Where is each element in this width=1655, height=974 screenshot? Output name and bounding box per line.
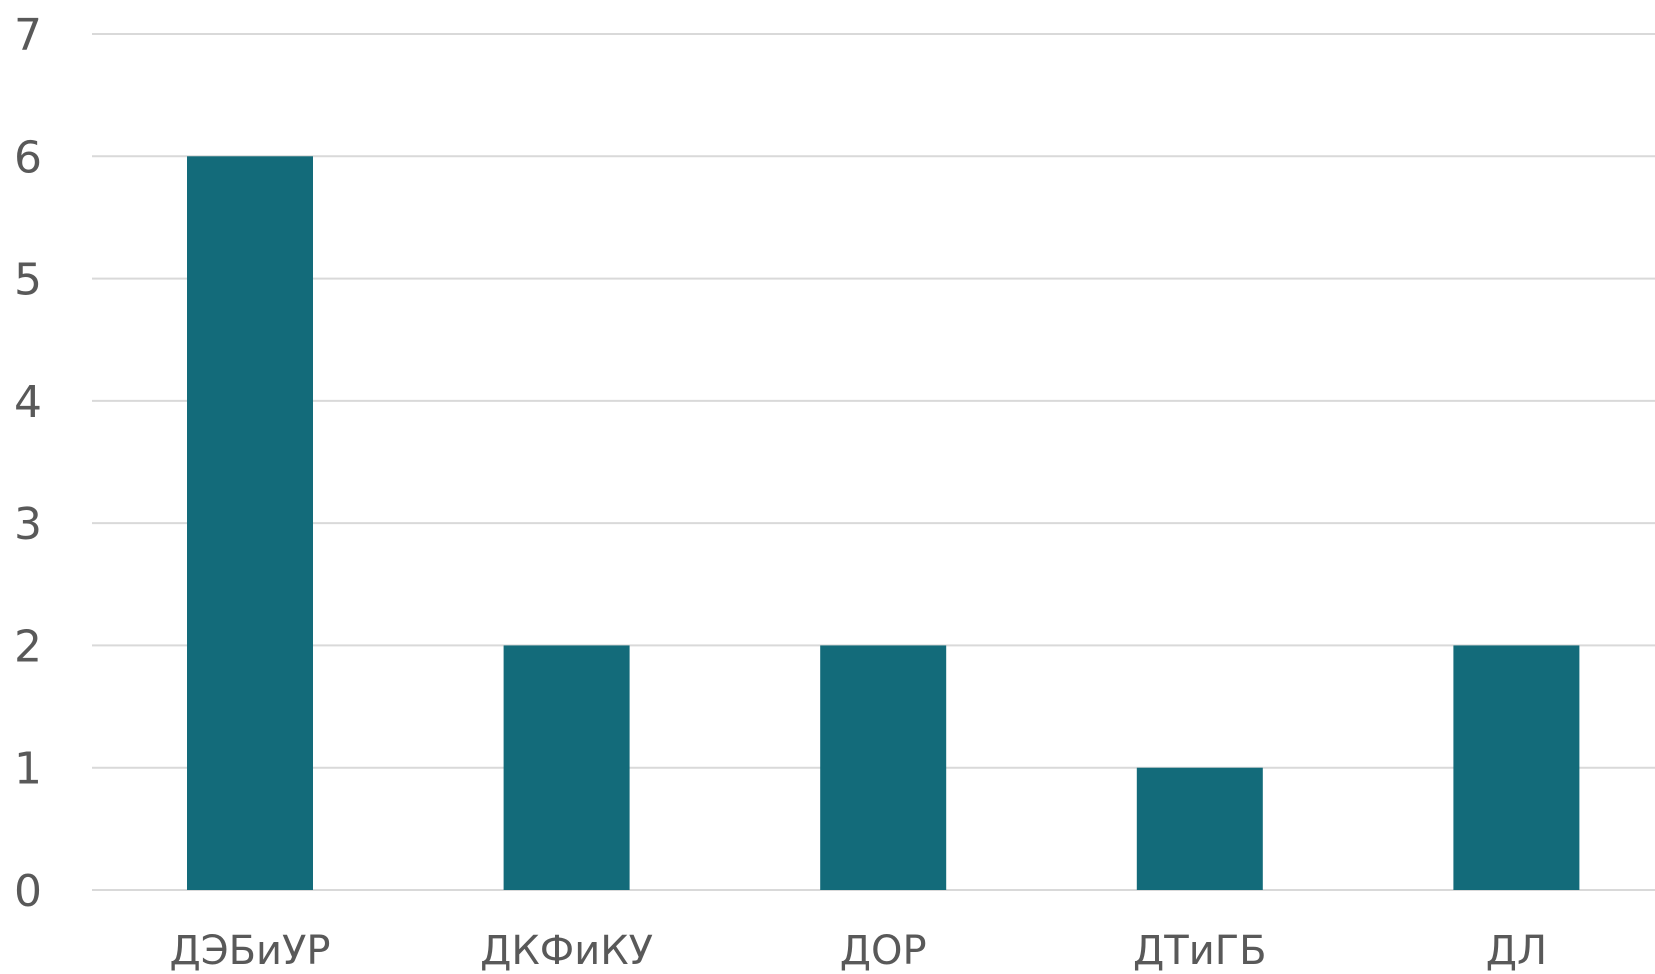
y-tick-label-5: 5 [14, 255, 42, 306]
x-category-label-3: ДОР [840, 928, 927, 974]
y-tick-label-6: 6 [14, 132, 42, 183]
y-tick-label-1: 1 [14, 744, 42, 795]
y-tick-label-3: 3 [14, 499, 42, 550]
x-category-label-4: ДТиГБ [1133, 928, 1267, 974]
y-tick-label-0: 0 [14, 866, 42, 917]
y-tick-label-2: 2 [14, 621, 42, 672]
x-axis-labels: ДЭБиУР ДКФиКУ ДОР ДТиГБ ДЛ [169, 928, 1547, 974]
x-category-label-2: ДКФиКУ [480, 928, 653, 974]
y-tick-label-4: 4 [14, 377, 42, 428]
bar-5 [1453, 645, 1580, 890]
bar-3 [820, 645, 947, 890]
y-axis-ticks: 0 1 2 3 4 5 6 7 [14, 10, 42, 917]
bar-4 [1136, 767, 1263, 890]
bar-2 [503, 645, 630, 890]
x-category-label-5: ДЛ [1486, 928, 1547, 974]
x-category-label-1: ДЭБиУР [169, 928, 330, 974]
y-tick-label-7: 7 [14, 10, 42, 61]
bars [187, 156, 1580, 891]
bar-1 [187, 156, 313, 891]
